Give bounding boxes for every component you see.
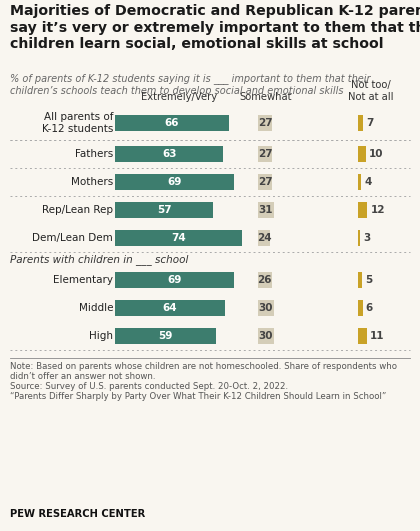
Text: 6: 6 xyxy=(366,303,373,313)
Text: 31: 31 xyxy=(259,205,273,215)
Text: Dem/Lean Dem: Dem/Lean Dem xyxy=(32,233,113,243)
Bar xyxy=(258,202,274,218)
Text: Extremely/Very: Extremely/Very xyxy=(141,92,217,102)
Text: Middle: Middle xyxy=(79,303,113,313)
Bar xyxy=(115,230,242,246)
Text: 12: 12 xyxy=(370,205,385,215)
Text: 64: 64 xyxy=(163,303,177,313)
Text: didn’t offer an answer not shown.: didn’t offer an answer not shown. xyxy=(10,372,155,381)
Bar xyxy=(115,174,234,190)
Text: 24: 24 xyxy=(257,233,272,243)
Text: Parents with children in ___ school: Parents with children in ___ school xyxy=(10,254,189,265)
Bar xyxy=(358,174,361,190)
Text: 4: 4 xyxy=(364,177,372,187)
Text: 69: 69 xyxy=(167,177,181,187)
Text: 27: 27 xyxy=(258,149,272,159)
Text: 30: 30 xyxy=(259,331,273,341)
Text: 3: 3 xyxy=(363,233,370,243)
Text: “Parents Differ Sharply by Party Over What Their K-12 Children Should Learn in S: “Parents Differ Sharply by Party Over Wh… xyxy=(10,392,386,401)
Text: Somewhat: Somewhat xyxy=(240,92,292,102)
Text: 5: 5 xyxy=(365,275,372,285)
Text: Source: Survey of U.S. parents conducted Sept. 20-Oct. 2, 2022.: Source: Survey of U.S. parents conducted… xyxy=(10,382,288,391)
Bar xyxy=(258,328,273,344)
Text: Fathers: Fathers xyxy=(75,149,113,159)
Text: High: High xyxy=(89,331,113,341)
Text: All parents of
K-12 students: All parents of K-12 students xyxy=(42,112,113,134)
Bar xyxy=(258,146,272,162)
Text: 11: 11 xyxy=(370,331,384,341)
Text: 63: 63 xyxy=(162,149,176,159)
Bar xyxy=(115,202,213,218)
Text: 27: 27 xyxy=(258,177,272,187)
Bar xyxy=(358,328,367,344)
Bar xyxy=(115,146,223,162)
Text: Mothers: Mothers xyxy=(71,177,113,187)
Bar xyxy=(258,115,272,131)
Bar xyxy=(258,230,270,246)
Text: 26: 26 xyxy=(257,275,272,285)
Bar xyxy=(115,328,216,344)
Bar xyxy=(358,272,362,288)
Text: 69: 69 xyxy=(167,275,181,285)
Bar xyxy=(358,230,360,246)
Text: 74: 74 xyxy=(171,233,186,243)
Text: 30: 30 xyxy=(259,303,273,313)
Bar xyxy=(258,272,271,288)
Bar xyxy=(115,272,234,288)
Text: 27: 27 xyxy=(258,118,272,128)
Text: Rep/Lean Rep: Rep/Lean Rep xyxy=(42,205,113,215)
Text: Elementary: Elementary xyxy=(53,275,113,285)
Text: 7: 7 xyxy=(367,118,374,128)
Text: 10: 10 xyxy=(369,149,383,159)
Bar xyxy=(258,174,272,190)
Bar xyxy=(115,300,225,316)
Text: 57: 57 xyxy=(157,205,171,215)
Bar xyxy=(358,202,368,218)
Bar xyxy=(115,115,228,131)
Bar xyxy=(358,115,363,131)
Bar xyxy=(358,300,363,316)
Text: 59: 59 xyxy=(159,331,173,341)
Bar xyxy=(258,300,273,316)
Text: % of parents of K-12 students saying it is ___ important to them that their
chil: % of parents of K-12 students saying it … xyxy=(10,73,370,96)
Bar xyxy=(358,146,366,162)
Text: PEW RESEARCH CENTER: PEW RESEARCH CENTER xyxy=(10,509,145,519)
Text: Not too/
Not at all: Not too/ Not at all xyxy=(348,80,394,102)
Text: Majorities of Democratic and Republican K-12 parents
say it’s very or extremely : Majorities of Democratic and Republican … xyxy=(10,4,420,52)
Text: Note: Based on parents whose children are not homeschooled. Share of respondents: Note: Based on parents whose children ar… xyxy=(10,362,397,371)
Text: 66: 66 xyxy=(165,118,179,128)
